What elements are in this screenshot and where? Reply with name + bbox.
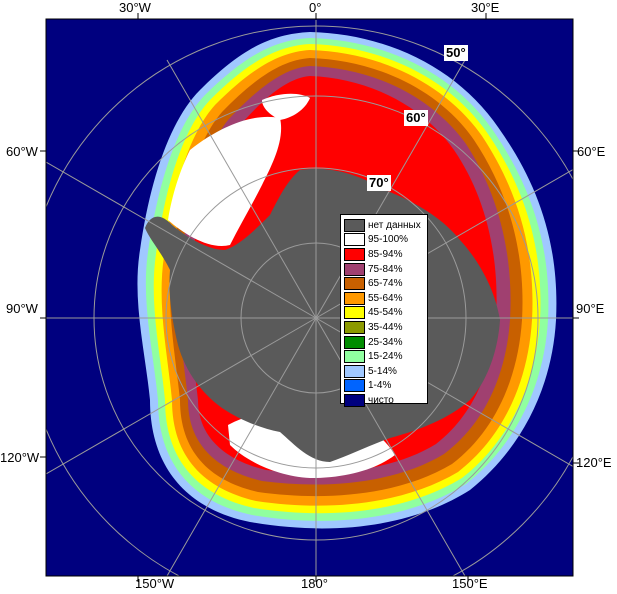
legend-item: 5-14%: [344, 364, 424, 379]
legend-label: чисто: [368, 394, 394, 406]
lat-label-70: 70°: [367, 175, 391, 191]
lon-label-120w: 120°W: [0, 450, 40, 465]
legend-label: 85-94%: [368, 248, 403, 260]
lon-label-180: 180°: [301, 576, 328, 591]
lon-label-120e: 120°E: [576, 455, 612, 470]
legend-label: 45-54%: [368, 307, 403, 319]
legend-label: 5-14%: [368, 365, 397, 377]
legend-item: чисто: [344, 393, 424, 408]
legend-swatch: [344, 306, 365, 320]
legend-item: 15-24%: [344, 349, 424, 364]
legend-swatch: [344, 247, 365, 261]
legend-label: 75-84%: [368, 263, 403, 275]
legend-label: 95-100%: [368, 234, 409, 246]
ice-white-patch-west: [168, 116, 282, 246]
legend-label: 15-24%: [368, 351, 403, 363]
legend-swatch: [344, 262, 365, 276]
legend-swatch: [344, 379, 365, 393]
lat-label-60: 60°: [404, 110, 428, 126]
legend-item: 35-44%: [344, 320, 424, 335]
legend-item: 95-100%: [344, 233, 424, 248]
legend-label: 1-4%: [368, 380, 392, 392]
legend-label: нет данных: [368, 219, 421, 231]
lon-label-0: 0°: [309, 0, 322, 15]
legend-item: 85-94%: [344, 247, 424, 262]
legend-label: 25-34%: [368, 336, 403, 348]
legend-item: 75-84%: [344, 262, 424, 277]
lon-label-150e: 150°E: [452, 576, 488, 591]
legend-swatch: [344, 320, 365, 334]
lat-label-50: 50°: [444, 45, 468, 61]
legend-item: 1-4%: [344, 379, 424, 394]
legend-label: 55-64%: [368, 292, 403, 304]
lon-label-30w: 30°W: [119, 0, 151, 15]
legend-swatch: [344, 335, 365, 349]
legend-swatch: [344, 277, 365, 291]
tick-marks: [40, 13, 579, 582]
lon-label-30e: 30°E: [471, 0, 500, 15]
legend-label: 65-74%: [368, 278, 403, 290]
legend: нет данных 95-100% 85-94% 75-84% 65-74% 55-64…: [340, 214, 428, 407]
lon-label-90e: 90°E: [576, 301, 605, 316]
legend-item: 25-34%: [344, 335, 424, 350]
legend-swatch: [344, 350, 365, 364]
legend-item: 55-64%: [344, 291, 424, 306]
legend-label: 35-44%: [368, 321, 403, 333]
legend-item: 65-74%: [344, 276, 424, 291]
map-frame: [45, 18, 574, 577]
lon-label-60w: 60°W: [6, 144, 38, 159]
legend-item: 45-54%: [344, 306, 424, 321]
legend-item: нет данных: [344, 218, 424, 233]
legend-swatch: [344, 393, 365, 407]
lon-label-60e: 60°E: [577, 144, 606, 159]
lon-label-150w: 150°W: [135, 576, 175, 591]
legend-swatch: [344, 291, 365, 305]
legend-swatch: [344, 233, 365, 247]
lon-label-90w: 90°W: [6, 301, 38, 316]
legend-swatch: [344, 218, 365, 232]
legend-swatch: [344, 364, 365, 378]
